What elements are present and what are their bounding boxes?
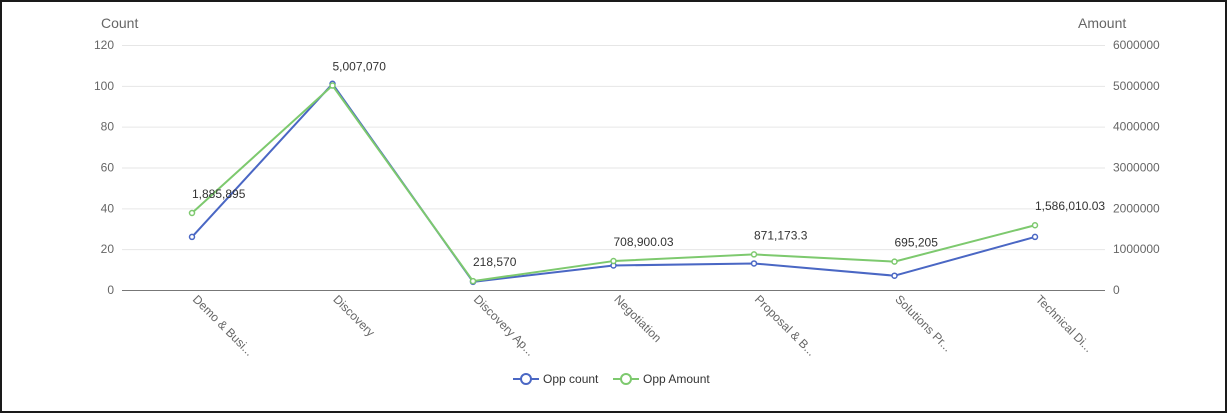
- x-tick-label: Discovery Ap...: [471, 292, 537, 358]
- y-right-tick-label: 3000000: [1113, 161, 1160, 175]
- data-label: 1,586,010.03: [1035, 199, 1105, 213]
- x-tick-label: Proposal & B...: [752, 292, 819, 359]
- data-label: 708,900.03: [614, 235, 674, 249]
- legend-marker-icon: [520, 373, 532, 385]
- x-tick-label: Discovery: [330, 292, 377, 339]
- data-point[interactable]: [750, 260, 758, 267]
- x-tick-label: Technical Di...: [1033, 292, 1096, 355]
- data-label: 218,570: [473, 255, 517, 269]
- data-label: 871,173.3: [754, 228, 808, 242]
- data-label: 5,007,070: [333, 60, 387, 74]
- x-tick-label: Negotiation: [611, 292, 664, 345]
- data-point[interactable]: [329, 82, 336, 89]
- y-right-tick-label: 1000000: [1113, 242, 1160, 256]
- data-point[interactable]: [891, 258, 898, 265]
- y-axis-right-title: Amount: [1078, 15, 1126, 31]
- y-axis-right-ticks: 0 1000000 2000000 3000000 4000000 5000000 6000…: [1113, 38, 1160, 297]
- data-point[interactable]: [188, 209, 196, 217]
- y-right-tick-label: 2000000: [1113, 201, 1160, 215]
- data-point[interactable]: [610, 257, 617, 265]
- y-left-tick-label: 120: [94, 38, 114, 52]
- data-label: 1,885,895: [192, 187, 246, 201]
- x-axis-ticks: Demo & Busi... Discovery Discovery Ap... Ne…: [190, 292, 1096, 359]
- y-axis-left-title: Count: [101, 15, 138, 31]
- series-line-1: [191, 82, 1036, 283]
- y-right-tick-label: 0: [1113, 283, 1120, 297]
- y-right-tick-label: 5000000: [1113, 79, 1160, 93]
- y-left-tick-label: 80: [101, 120, 115, 134]
- legend-marker-icon: [620, 373, 632, 385]
- x-tick-label: Demo & Busi...: [190, 292, 256, 358]
- x-tick-label: Solutions Pr...: [892, 292, 954, 354]
- data-point[interactable]: [188, 233, 196, 241]
- y-right-tick-label: 4000000: [1113, 120, 1160, 134]
- y-left-tick-label: 0: [107, 283, 114, 297]
- data-labels: 1,885,895 5,007,070 218,570 708,900.03 871,1…: [192, 60, 1105, 270]
- y-left-tick-label: 20: [101, 242, 115, 256]
- data-point[interactable]: [469, 277, 477, 285]
- y-left-tick-label: 60: [101, 161, 115, 175]
- data-point[interactable]: [1031, 233, 1039, 241]
- y-left-tick-label: 40: [101, 201, 115, 215]
- series-lines: [191, 82, 1036, 283]
- y-right-tick-label: 6000000: [1113, 38, 1160, 52]
- legend-item-label[interactable]: Opp count: [543, 372, 599, 386]
- y-axis-left-ticks: 0 20 40 60 80 100 120: [94, 38, 114, 297]
- legend[interactable]: Opp count Opp Amount: [513, 372, 710, 386]
- gridlines: [122, 45, 1105, 251]
- data-label: 695,205: [895, 236, 939, 250]
- legend-item-label[interactable]: Opp Amount: [643, 372, 710, 386]
- series-points: [188, 80, 1039, 286]
- y-left-tick-label: 100: [94, 79, 114, 93]
- data-point[interactable]: [1031, 221, 1039, 229]
- data-point[interactable]: [891, 272, 898, 279]
- data-point[interactable]: [750, 251, 758, 258]
- series-line-2: [191, 84, 1036, 283]
